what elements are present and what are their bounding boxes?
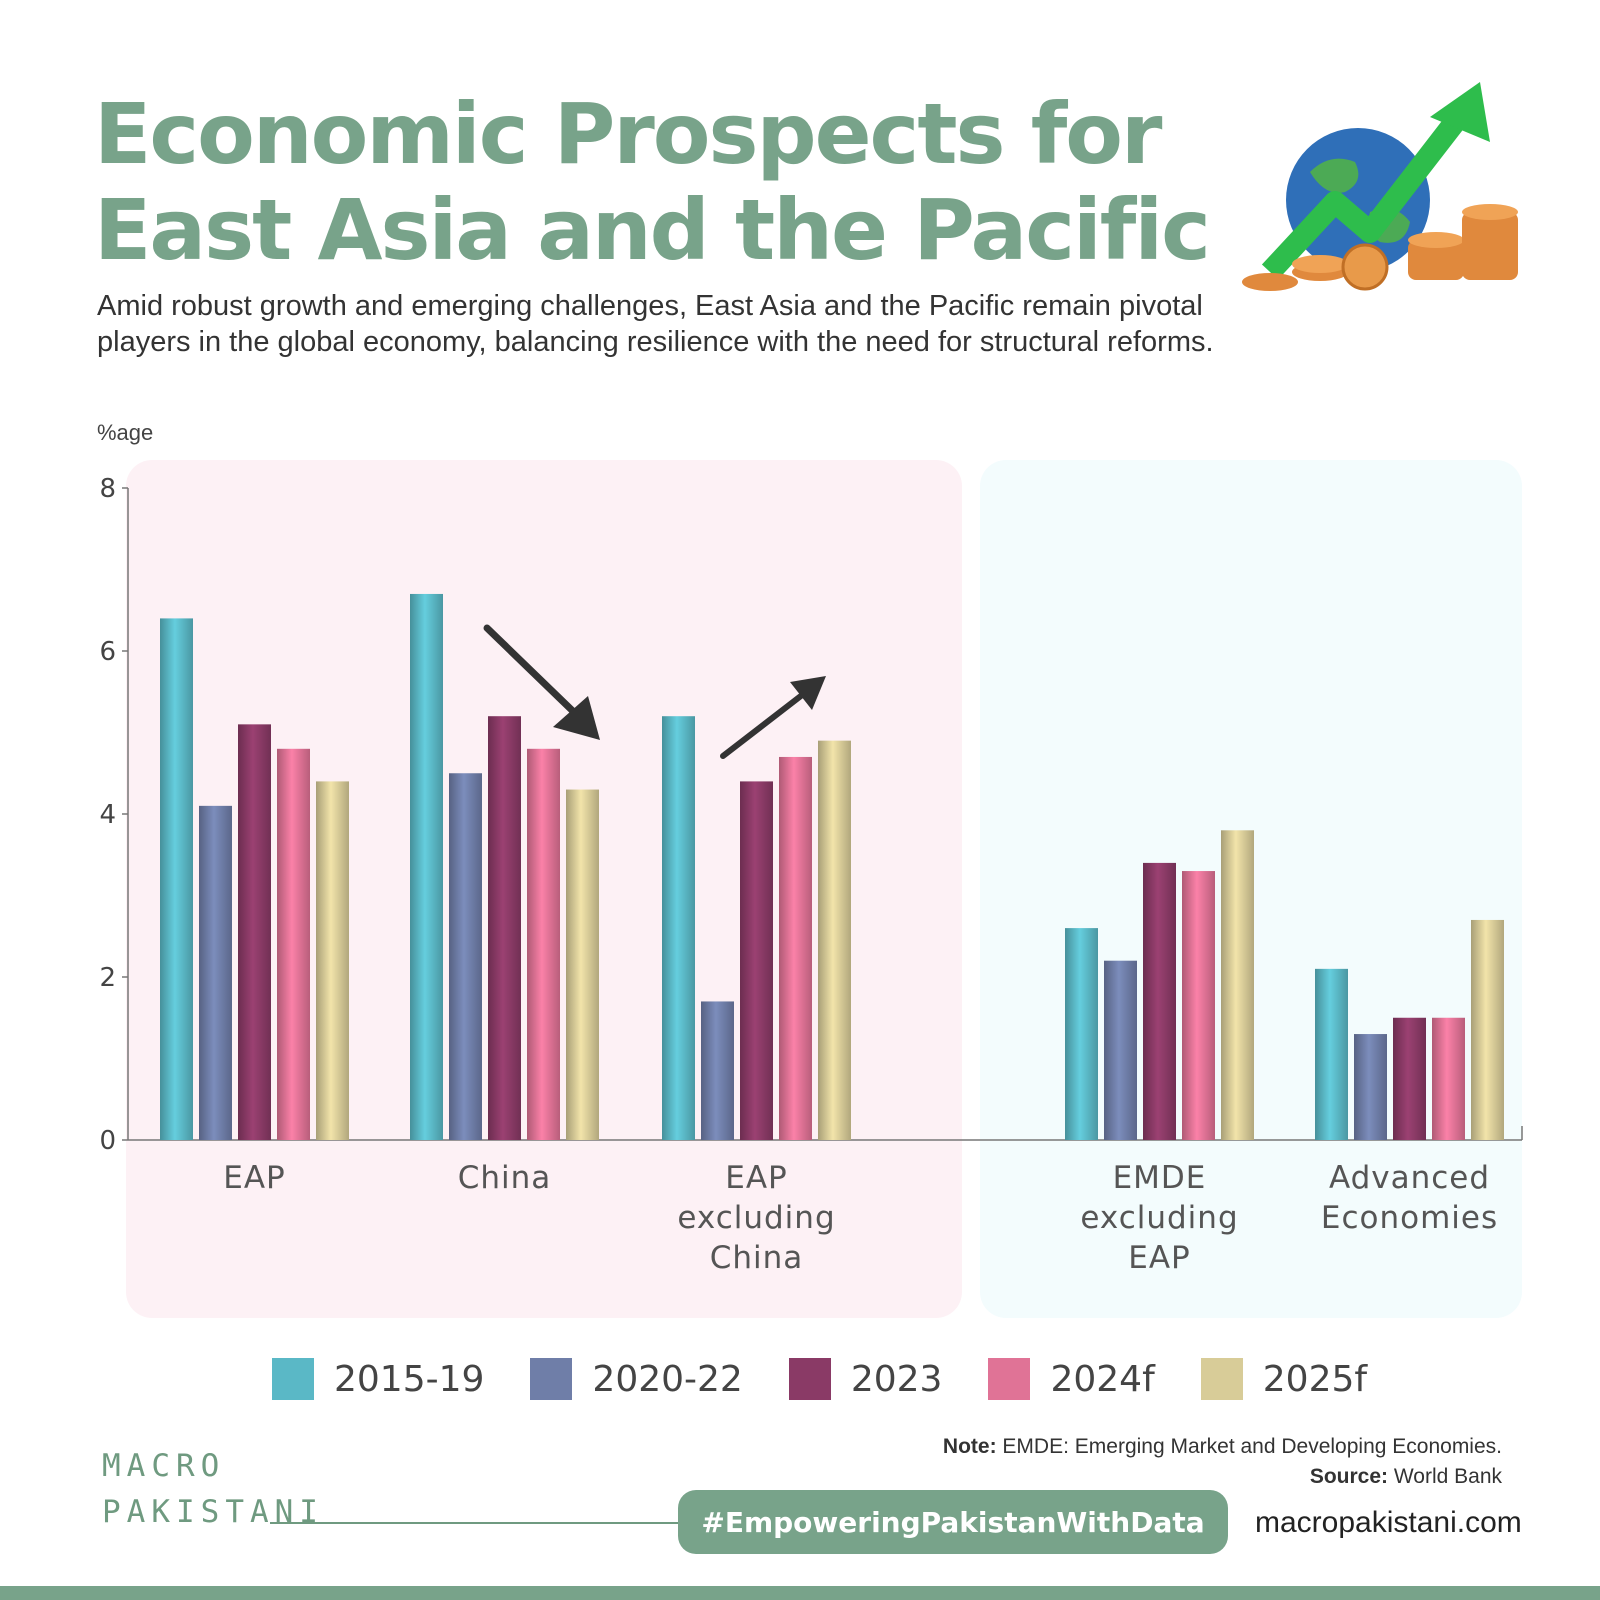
logo-line-1: MACRO [102, 1448, 226, 1484]
legend-item: 2023 [788, 1358, 943, 1400]
bar-2025f-eap-excluding-china [818, 740, 851, 1140]
bar-2020-22-eap [199, 805, 232, 1140]
bar-2025f-china [566, 789, 599, 1140]
logo-line-2: PAKISTANI [102, 1494, 324, 1530]
bar-2023-advanced-economies [1393, 1017, 1426, 1140]
bar-2025f-advanced-economies [1471, 919, 1504, 1140]
y-tick-label: 2 [99, 963, 116, 993]
hashtag-badge: #EmpoweringPakistanWithData [678, 1490, 1228, 1554]
legend-swatch [530, 1358, 573, 1400]
legend-swatch [788, 1358, 831, 1400]
note-label: Note: [942, 1435, 997, 1458]
bar-2023-eap [238, 724, 271, 1140]
website-link[interactable]: macropakistani.com [1255, 1506, 1522, 1539]
bar-2023-emde-excluding-eap [1143, 862, 1176, 1140]
page-subtitle: Amid robust growth and emerging challeng… [97, 290, 1214, 358]
legend-item: 2020-22 [530, 1358, 743, 1400]
bar-2015-19-eap-excluding-china [662, 716, 695, 1140]
globe-growth-illustration [1242, 82, 1518, 291]
category-label: EAP [223, 1160, 286, 1196]
legend-label: 2015-19 [334, 1358, 485, 1400]
bar-2025f-eap [316, 781, 349, 1140]
bar-2024f-advanced-economies [1432, 1017, 1465, 1140]
y-tick-label: 4 [99, 800, 116, 830]
source-text: World Bank [1388, 1465, 1502, 1488]
y-tick-label: 6 [99, 637, 116, 667]
bar-2024f-eap [277, 748, 310, 1140]
bar-2015-19-eap [160, 618, 193, 1140]
bar-chart: 0 2 4 6 8 EAP China EAP excluding China EMDE exclu… [99, 460, 1523, 1318]
legend-item: 2025f [1200, 1358, 1368, 1400]
legend-swatch [1200, 1358, 1243, 1400]
legend-label: 2020-22 [592, 1358, 743, 1400]
legend-label: 2024f [1050, 1358, 1155, 1400]
bar-2020-22-advanced-economies [1354, 1034, 1387, 1140]
bar-2025f-emde-excluding-eap [1221, 830, 1254, 1140]
bar-2020-22-eap-excluding-china [701, 1001, 734, 1140]
bar-2015-19-china [410, 593, 443, 1140]
source-label: Source: [1309, 1465, 1388, 1488]
legend-label: 2025f [1262, 1358, 1368, 1400]
up-trend-arrow-head [790, 676, 826, 710]
bottom-bar [0, 1586, 1600, 1600]
y-tick-label: 0 [99, 1126, 116, 1156]
legend-item: 2015-19 [272, 1358, 484, 1400]
bar-2024f-emde-excluding-eap [1182, 871, 1215, 1140]
bar-2015-19-advanced-economies [1315, 968, 1348, 1140]
down-trend-arrow-icon [483, 624, 584, 722]
category-label: EAP excluding China [677, 1160, 835, 1276]
category-label: China [458, 1160, 552, 1196]
legend-swatch [988, 1358, 1031, 1400]
bar-2024f-china [527, 748, 560, 1140]
legend-item: 2024f [988, 1358, 1155, 1400]
category-label: EMDE excluding EAP [1080, 1160, 1238, 1276]
note-text: EMDE: Emerging Market and Developing Eco… [996, 1435, 1502, 1458]
legend-swatch [272, 1358, 314, 1400]
bar-2020-22-emde-excluding-eap [1104, 960, 1137, 1140]
footnote: Note: EMDE: Emerging Market and Developi… [943, 1432, 1502, 1492]
bar-2023-eap-excluding-china [740, 781, 773, 1140]
page-title: Economic Prospects for East Asia and the… [94, 85, 1211, 279]
bar-2024f-eap-excluding-china [779, 756, 812, 1140]
y-axis-label: %age [97, 420, 154, 445]
bar-2020-22-china [449, 773, 482, 1140]
logo-divider [270, 1522, 680, 1524]
up-trend-arrow-icon [720, 689, 809, 759]
bar-2015-19-emde-excluding-eap [1065, 928, 1098, 1140]
category-label: Advanced Economies [1321, 1160, 1498, 1236]
chart-legend: 2015-19 2020-22 2023 2024f 2025f [272, 1358, 1413, 1400]
down-trend-arrow-head [553, 696, 600, 740]
y-tick-label: 8 [99, 474, 116, 504]
bar-2023-china [488, 716, 521, 1140]
legend-label: 2023 [850, 1358, 943, 1400]
macro-pakistani-logo: MACRO PAKISTANI [96, 1448, 318, 1558]
